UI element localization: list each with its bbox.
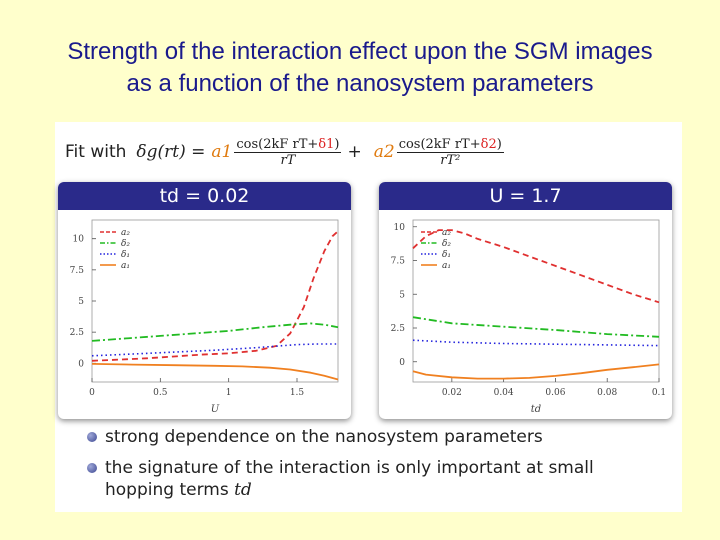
num2-a: cos(2kF rT+ — [398, 136, 481, 152]
y-tick-label: 2.5 — [70, 328, 85, 338]
formula-coef-a1: a1 — [211, 142, 233, 162]
legend-label-a1: a₁ — [442, 261, 451, 271]
x-tick-label: 0.5 — [153, 388, 168, 398]
y-tick-label: 0 — [399, 358, 405, 368]
bullet-text: strong dependence on the nanosystem para… — [105, 427, 543, 447]
series-line-d2 — [412, 316, 660, 338]
legend-label-a1: a₁ — [121, 261, 130, 271]
fit-formula: Fit with δg(rt) = a1 cos(2kF rT+δ1) rT +… — [65, 130, 504, 174]
bullet-list: strong dependence on the nanosystem para… — [87, 426, 677, 510]
y-tick-label: 2.5 — [391, 324, 406, 334]
legend-label-d2: δ₂ — [442, 239, 451, 249]
num2-b: ) — [496, 136, 502, 152]
series-line-d1 — [412, 339, 660, 347]
x-axis-label: td — [531, 404, 541, 415]
chart-right: U = 1.7 0.02 0.04 0.06 0.08 0.1 0 2.5 5 7.5 10 td a… — [379, 182, 672, 419]
num1-delta: δ1 — [318, 136, 335, 152]
legend-label-d1: δ₁ — [121, 250, 130, 260]
x-tick-label: 0 — [89, 388, 95, 398]
slide-title-line2: as a function of the nanosystem paramete… — [126, 70, 594, 97]
y-tick-label: 10 — [73, 235, 85, 245]
bullet-symbol: td — [234, 480, 252, 500]
series-line-d2 — [91, 322, 339, 342]
series-line-a2 — [91, 230, 339, 362]
x-tick-label: 0.02 — [442, 388, 462, 398]
bullet-item: strong dependence on the nanosystem para… — [87, 426, 677, 448]
x-tick-label: 0.1 — [652, 388, 666, 398]
y-tick-label: 7.5 — [70, 266, 85, 276]
formula-plus: + — [347, 142, 362, 162]
formula-coef-a2: a2 — [373, 142, 395, 162]
x-tick-label: 0.08 — [597, 388, 617, 398]
y-tick-label: 5 — [399, 290, 405, 300]
y-tick-label: 5 — [78, 297, 84, 307]
legend-label-a2: a₂ — [121, 228, 130, 238]
series-line-a1 — [412, 363, 660, 380]
formula-lhs: δg(rt) = — [136, 142, 206, 162]
bullet-text-continued: hopping terms — [105, 480, 229, 500]
x-tick-label: 1.5 — [290, 388, 305, 398]
series-line-a2 — [412, 229, 660, 304]
den2: rT² — [440, 152, 461, 168]
formula-fraction-1: cos(2kF rT+δ1) rT — [234, 136, 342, 168]
num1-a: cos(2kF rT+ — [236, 136, 319, 152]
legend-label-d1: δ₁ — [442, 250, 451, 260]
x-tick-label: 1 — [226, 388, 232, 398]
chart-right-header: U = 1.7 — [379, 182, 672, 210]
y-tick-label: 10 — [394, 223, 406, 233]
content-panel: Fit with δg(rt) = a1 cos(2kF rT+δ1) rT +… — [55, 122, 682, 512]
den1: rT — [280, 152, 296, 168]
bullet-dot-icon — [87, 463, 97, 473]
y-tick-label: 7.5 — [391, 257, 406, 267]
x-axis-label: U — [211, 404, 220, 415]
num1-b: ) — [334, 136, 340, 152]
bullet-text: the signature of the interaction is only… — [105, 458, 594, 478]
chart-left-header: td = 0.02 — [58, 182, 351, 210]
fit-label: Fit with — [65, 142, 127, 162]
series-line-a1 — [91, 363, 339, 381]
legend-label-d2: δ₂ — [121, 239, 130, 249]
formula-fraction-2: cos(2kF rT+δ2) rT² — [396, 136, 504, 168]
y-tick-label: 0 — [78, 359, 84, 369]
plot-frame — [412, 219, 660, 383]
x-tick-label: 0.04 — [494, 388, 514, 398]
slide-title: Strength of the interaction effect upon … — [0, 36, 720, 100]
num2-delta: δ2 — [480, 136, 497, 152]
slide-title-line1: Strength of the interaction effect upon … — [67, 38, 653, 65]
x-tick-label: 0.06 — [545, 388, 565, 398]
legend-label-a2: a₂ — [442, 228, 451, 238]
bullet-dot-icon — [87, 432, 97, 442]
bullet-item: the signature of the interaction is only… — [87, 457, 677, 501]
